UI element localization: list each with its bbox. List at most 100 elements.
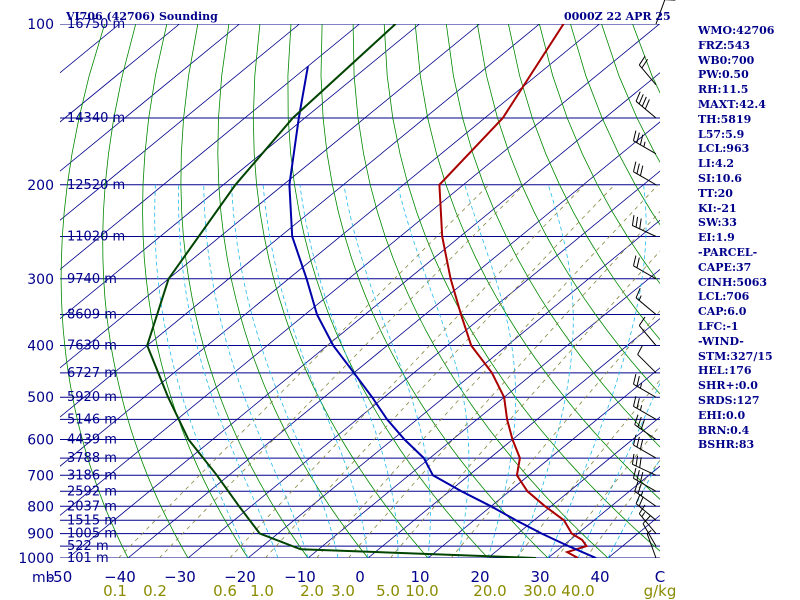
wind-barb <box>655 0 676 25</box>
index-row: LCL:963 <box>698 142 750 156</box>
wind-barb-flag <box>634 481 639 492</box>
dry-adiabat-line <box>320 24 549 558</box>
wind-barb-flag <box>639 438 644 450</box>
index-row: LFC:-1 <box>698 319 739 333</box>
plot-background <box>60 24 660 558</box>
moist-adiabat-line <box>154 184 249 558</box>
dry-adiabat-line <box>102 24 189 558</box>
isotherm-line <box>307 268 660 558</box>
chart-title: VI706 (42706) Sounding <box>66 10 218 23</box>
height-level-label: 12520 m <box>67 178 125 193</box>
height-level-label: 6727 m <box>67 366 117 381</box>
mixing-ratio-label: g/kg <box>644 582 677 600</box>
wind-barb <box>631 215 657 237</box>
wind-barb-flag <box>639 134 644 145</box>
index-row: SI:10.6 <box>698 171 742 185</box>
wind-barb <box>638 316 657 346</box>
isotherm-line <box>60 24 540 418</box>
mixing-ratio-line <box>316 184 659 558</box>
moist-adiabat-line <box>262 184 369 558</box>
moist-adiabat-line <box>299 184 399 558</box>
wind-barb-flag <box>636 132 640 143</box>
wind-barb-flag <box>631 453 635 465</box>
wind-barb-flag <box>631 215 635 226</box>
height-level-label: 9740 m <box>67 272 117 287</box>
wind-barb-shaft <box>638 325 657 346</box>
mixing-ratio-label: 3.0 <box>331 582 355 600</box>
height-level-label: 11020 m <box>67 229 125 244</box>
dry-adiabat-line <box>476 24 660 395</box>
wind-barb-half-flag <box>643 141 646 147</box>
wind-barb-shaft <box>633 140 657 155</box>
moist-adiabat-line <box>203 184 309 558</box>
wind-barb-flag <box>639 165 644 176</box>
wind-barb-flag <box>636 470 640 481</box>
mixing-ratio-line <box>585 459 660 558</box>
isotherm-line <box>60 24 480 369</box>
wind-barb-flag <box>639 472 644 483</box>
wind-barb-shaft <box>635 297 657 315</box>
dry-adiabat-line <box>508 24 660 341</box>
wind-barb <box>642 515 657 547</box>
dry-adiabat-line <box>60 24 129 558</box>
wind-barb-shaft <box>638 513 657 534</box>
index-row: HEL:176 <box>698 364 752 378</box>
isotherm-line <box>60 24 420 320</box>
pressure-tick-label: 900 <box>27 527 54 543</box>
wind-barb-flag <box>635 216 639 228</box>
wind-barb-flag <box>632 396 637 407</box>
wind-barb-shaft <box>634 424 657 440</box>
wind-barb-shaft <box>632 463 657 476</box>
index-row: EHI:0.0 <box>698 408 746 422</box>
wind-barb-shaft <box>646 533 657 559</box>
wind-barb <box>634 481 657 507</box>
wind-barb-flag <box>632 130 637 141</box>
height-level-label: 5920 m <box>67 390 117 405</box>
height-level-label: 101 m <box>67 551 109 566</box>
dry-adiabat-line <box>180 24 309 558</box>
isotherm-line <box>60 24 660 516</box>
temperature-tick-label: −10 <box>284 568 316 586</box>
moist-adiabat-line <box>343 184 431 558</box>
temperature-profile-line <box>438 24 589 558</box>
wind-barb-shaft <box>633 171 657 186</box>
height-level-label: 4439 m <box>67 433 117 448</box>
wind-barb-flag <box>640 419 646 430</box>
isotherm-line <box>60 24 300 221</box>
isotherm-line <box>67 72 660 558</box>
height-level-label: 2592 m <box>67 484 117 499</box>
wind-barb-shaft <box>633 405 657 420</box>
index-row: BRN:0.4 <box>698 423 750 437</box>
parcel-profile-line <box>146 24 537 558</box>
isotherm-line <box>60 24 360 270</box>
temperature-tick-label: −40 <box>104 568 136 586</box>
dry-adiabat-line <box>383 24 660 552</box>
index-row: RH:11.5 <box>698 83 749 97</box>
mixing-ratio-line <box>229 184 585 558</box>
wind-barb-flag <box>637 416 642 428</box>
wind-barb <box>632 396 657 420</box>
height-level-label: 16750 m <box>67 17 125 32</box>
isotherm-line <box>247 219 660 558</box>
index-row: CINH:5063 <box>698 275 768 289</box>
wind-barb-flag <box>637 345 644 355</box>
height-level-label: 1005 m <box>67 527 117 542</box>
wind-barb-flag <box>639 218 642 229</box>
wind-barb <box>632 373 657 398</box>
index-row: LCL:706 <box>698 290 750 304</box>
height-level-label: 3788 m <box>67 451 117 466</box>
wind-barb-half-flag <box>640 490 644 497</box>
height-level-label: 5146 m <box>67 412 117 427</box>
index-row: TT:20 <box>698 186 733 200</box>
temperature-tick-label: 20 <box>470 568 489 586</box>
moist-adiabat-line <box>547 184 647 558</box>
wind-barb-shaft <box>633 383 657 398</box>
wind-barb-flag <box>636 436 640 448</box>
mixing-ratio-label: 0.1 <box>103 582 127 600</box>
height-level-label: 3186 m <box>67 468 117 483</box>
wind-barb <box>632 434 657 459</box>
mixing-ratio-label: 0.6 <box>213 582 237 600</box>
wind-barb-half-flag <box>638 295 642 301</box>
dewpoint-profile-line <box>288 66 597 558</box>
